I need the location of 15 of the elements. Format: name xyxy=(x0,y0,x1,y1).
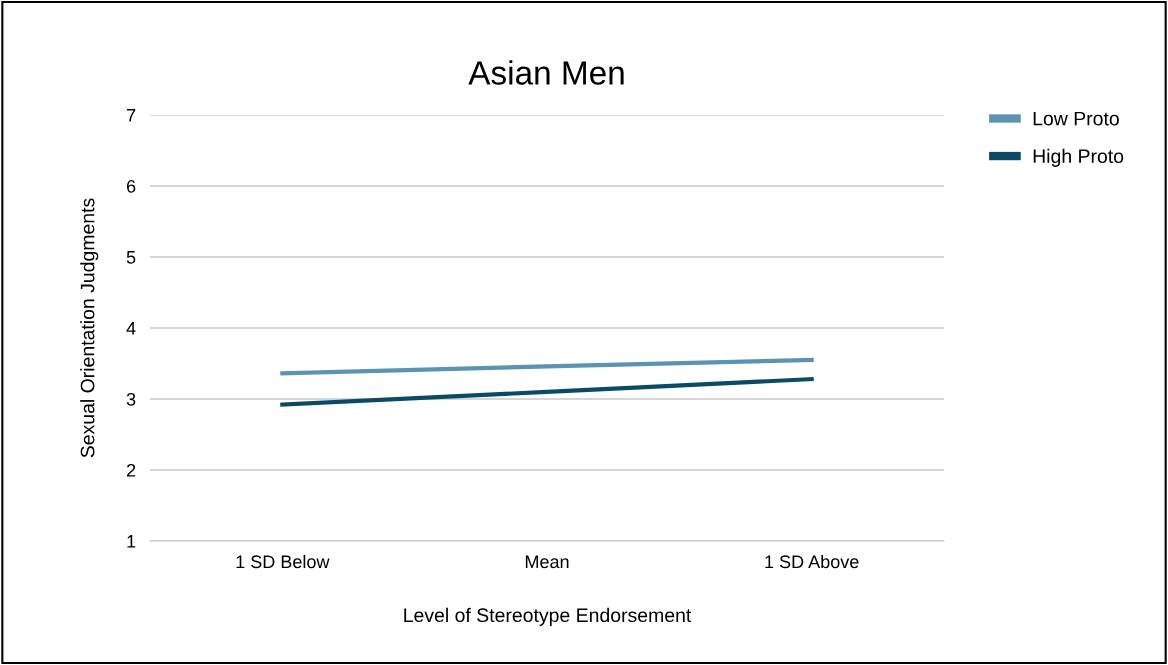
x-axis-title: Level of Stereotype Endorsement xyxy=(404,607,692,626)
y-tick-label: 6 xyxy=(126,179,136,193)
y-axis-title: Sexual Orientation Judgments xyxy=(80,198,99,458)
y-tick-label: 2 xyxy=(126,463,136,477)
y-tick-label: 7 xyxy=(127,109,136,122)
legend-label: High Proto xyxy=(1033,148,1124,167)
y-tick-label: 5 xyxy=(126,251,136,264)
x-tick-label: Mean xyxy=(525,555,569,569)
legend-label: Low Proto xyxy=(1033,111,1119,126)
y-tick-label: 4 xyxy=(126,322,136,335)
x-tick-label: 1 SD Below xyxy=(236,554,330,569)
x-tick-label: 1 SD Above xyxy=(765,554,859,569)
y-tick-label: 1 xyxy=(127,535,136,548)
y-tick-label: 3 xyxy=(126,392,136,406)
chart-title: Asian Men xyxy=(468,60,624,85)
